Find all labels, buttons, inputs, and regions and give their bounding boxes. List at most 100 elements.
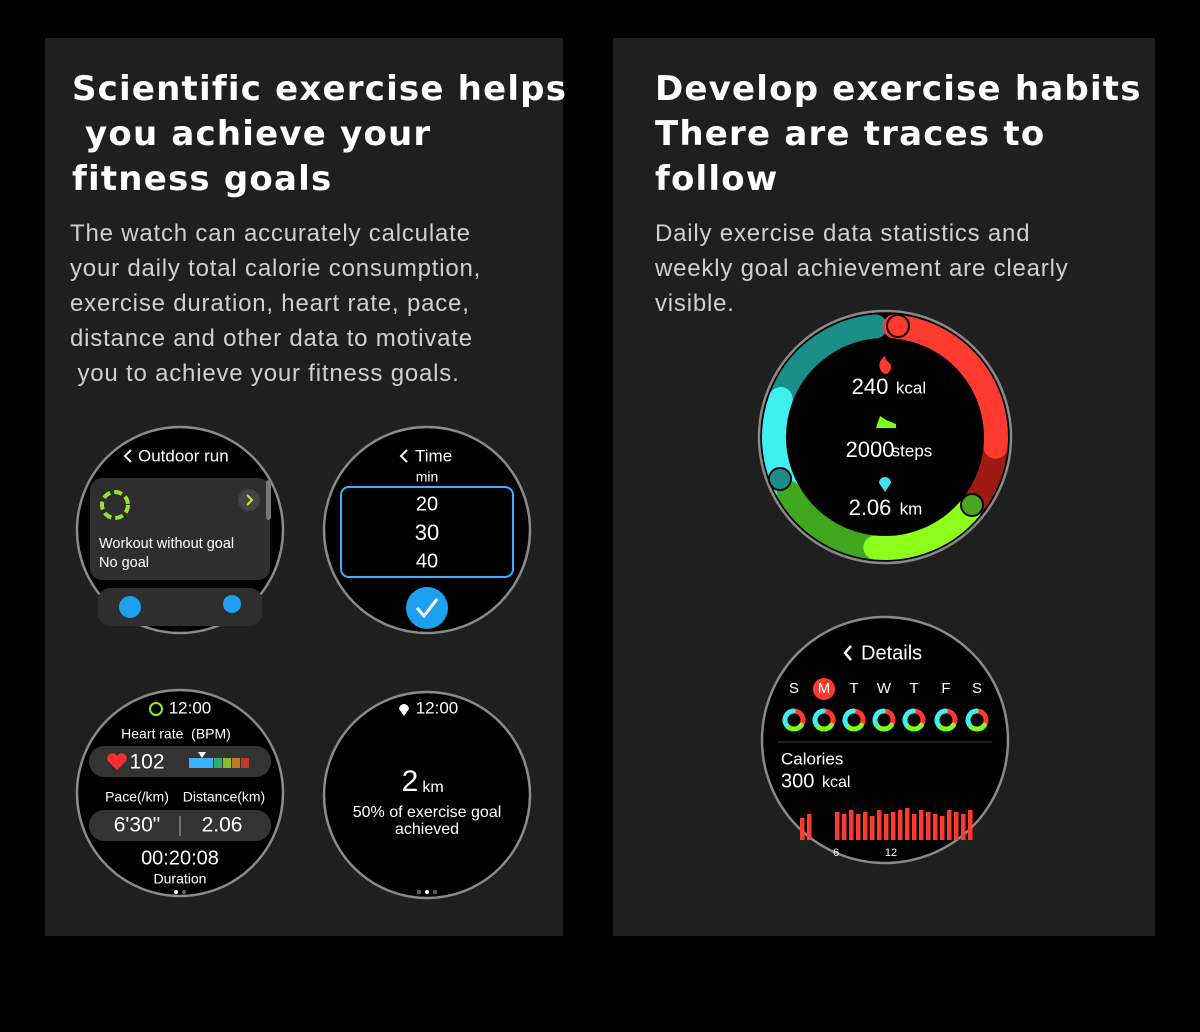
picker-option: 40 xyxy=(416,550,438,572)
distance: 2.06 xyxy=(202,814,243,837)
mini-ring xyxy=(872,708,886,727)
zone-marker xyxy=(198,752,206,758)
flame-icon xyxy=(886,314,910,338)
watch-header: Time xyxy=(415,446,452,465)
unit-label: km xyxy=(422,779,443,796)
metric-label: Duration xyxy=(154,871,207,887)
watch-face xyxy=(322,425,532,635)
unit-label: kcal xyxy=(822,774,850,791)
bar xyxy=(961,814,966,840)
watch-header: Details xyxy=(861,642,922,664)
zone-bar xyxy=(241,758,249,768)
flame-icon xyxy=(879,356,892,374)
metric-label: Distance(km) xyxy=(183,789,265,805)
watch-face xyxy=(75,688,285,898)
day-label: T xyxy=(849,680,858,697)
pace: 6'30" xyxy=(114,814,161,837)
day-label: F xyxy=(941,680,950,697)
watch-face xyxy=(322,690,532,900)
duration: 00:20:08 xyxy=(141,847,219,869)
bar xyxy=(863,812,868,840)
check-icon xyxy=(415,598,439,619)
heading: you achieve your xyxy=(72,114,431,154)
distance: 2.06 xyxy=(849,495,892,520)
heading: fitness goals xyxy=(72,159,332,199)
watch-header: Outdoor run xyxy=(138,446,229,465)
bar xyxy=(933,814,938,840)
page-dot xyxy=(417,890,421,894)
calories: 300 xyxy=(781,770,814,792)
scrollbar xyxy=(266,480,271,520)
arrow-icon xyxy=(246,494,254,506)
page-dot xyxy=(425,890,429,894)
heading: follow xyxy=(655,159,778,199)
zone-bar xyxy=(214,758,222,768)
bar xyxy=(912,814,917,840)
confirm-button[interactable] xyxy=(406,587,448,629)
item-goal: No goal xyxy=(99,555,149,571)
pill xyxy=(89,746,271,777)
mini-ring xyxy=(782,708,796,727)
day-label: W xyxy=(877,680,892,697)
heart-rate: 102 xyxy=(129,751,164,774)
arrow-button[interactable] xyxy=(238,489,260,511)
body-text: visible. xyxy=(655,290,735,317)
card xyxy=(90,478,270,580)
bar xyxy=(877,810,882,840)
mini-ring xyxy=(842,708,856,727)
workout-icon xyxy=(100,490,130,520)
heading: Scientific exercise helps xyxy=(72,69,567,109)
bar xyxy=(807,814,812,840)
ring-arc xyxy=(768,314,888,412)
bar xyxy=(800,818,805,840)
bar xyxy=(891,812,896,840)
steps: 2000 xyxy=(846,437,895,462)
calories: 240 xyxy=(852,374,889,399)
day-label: S xyxy=(789,680,799,697)
unit-label: min xyxy=(416,469,439,485)
bar xyxy=(968,810,973,840)
pin-icon xyxy=(768,467,792,491)
bar xyxy=(856,814,861,840)
bar xyxy=(870,816,875,840)
location-icon xyxy=(399,704,409,716)
pin-icon xyxy=(879,477,891,492)
mini-ring xyxy=(812,708,826,727)
bar xyxy=(849,810,854,840)
picker-frame xyxy=(340,486,514,578)
ring-arc xyxy=(776,480,888,560)
unit-label: steps xyxy=(892,441,933,460)
back-icon xyxy=(399,449,408,463)
activity-rings xyxy=(762,314,1008,560)
mini-ring xyxy=(934,708,948,727)
goal-progress: 50% of exercise goal xyxy=(353,804,502,821)
card xyxy=(98,588,262,626)
zone-bar xyxy=(232,758,240,768)
bar xyxy=(905,808,910,840)
goal-progress: achieved xyxy=(395,821,459,838)
day-label: T xyxy=(909,680,918,697)
picker-option: 20 xyxy=(416,493,438,515)
signal-icon xyxy=(149,702,163,716)
picker-option: 30 xyxy=(415,520,439,545)
page-dot xyxy=(174,890,178,894)
bar xyxy=(926,812,931,840)
distance: 2 xyxy=(402,765,419,798)
bar xyxy=(940,816,945,840)
heading: There are traces to xyxy=(655,114,1045,154)
mini-ring xyxy=(965,708,979,727)
bar xyxy=(835,812,840,840)
day-label: M xyxy=(818,680,831,697)
back-icon xyxy=(123,449,132,463)
clock-icon[interactable] xyxy=(119,596,141,618)
calories-label: Calories xyxy=(781,749,843,768)
day-label: S xyxy=(972,680,982,697)
body-text: Daily exercise data statistics and xyxy=(655,220,1030,247)
shoe-icon xyxy=(876,416,896,428)
heart-icon xyxy=(107,753,127,770)
axis-label: 12 xyxy=(885,847,897,859)
edit-icon[interactable] xyxy=(223,595,241,613)
metric-label: Pace(/km) xyxy=(105,789,169,805)
clock-time: 12:00 xyxy=(416,698,459,717)
